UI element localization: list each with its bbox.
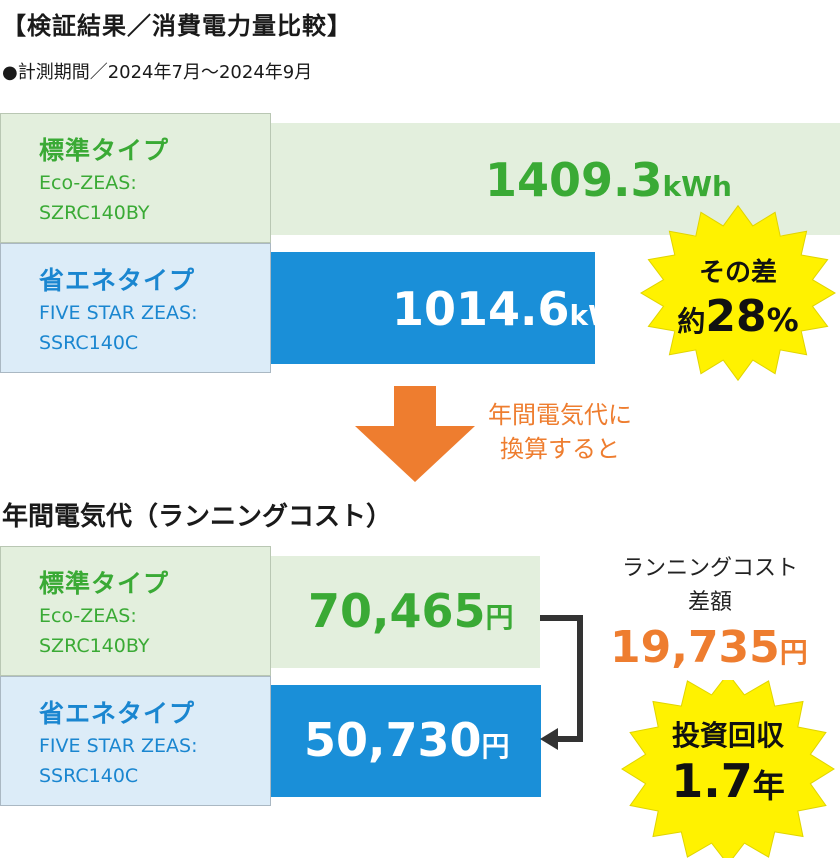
eco-model-line1: FIVE STAR ZEAS: [39, 302, 198, 324]
payback-burst [621, 680, 835, 858]
diff-value-number: 19,735 [610, 622, 780, 673]
conversion-note: 年間電気代に 換算すると [470, 398, 650, 466]
energy-eco-number: 1014.6 [392, 282, 570, 336]
cost-value-eco: 50,730円 [304, 713, 510, 767]
eco-model-line2: SSRC140C [39, 332, 139, 354]
conversion-line1: 年間電気代に [488, 401, 632, 429]
burst-payback-line2: 1.7年 [618, 756, 838, 817]
energy-eco-unit: kWh [569, 299, 639, 332]
burst-diff-line1: その差 [698, 258, 777, 288]
cost-bar-standard [271, 556, 540, 668]
cost-eco-type-name: 省エネタイプ [39, 699, 196, 728]
connector-arrow-icon [540, 615, 583, 750]
measurement-period: ●計測期間／2024年7月〜2024年9月 [2, 62, 313, 83]
cost-standard-number: 70,465 [308, 584, 486, 638]
cost-eco-number: 50,730 [304, 713, 482, 767]
cost-value-standard: 70,465円 [308, 584, 514, 638]
conversion-line2: 換算すると [500, 435, 620, 463]
running-cost-diff-label: ランニングコスト 差額 [590, 552, 830, 620]
burst-diff-unit: % [766, 301, 799, 339]
cost-eco-model-line2: SSRC140C [39, 765, 139, 787]
standard-model-line1: Eco-ZEAS: [39, 172, 137, 194]
cost-section-title: 年間電気代（ランニングコスト） [2, 502, 393, 532]
standard-type-name: 標準タイプ [39, 136, 170, 165]
energy-standard-number: 1409.3 [485, 153, 663, 207]
diff-label-line1: ランニングコスト [621, 556, 798, 581]
diff-label-line2: 差額 [687, 590, 732, 615]
cost-standard-label: 標準タイプ Eco-ZEAS: SZRC140BY [0, 546, 271, 676]
burst-payback-value: 1.7 [671, 754, 753, 808]
energy-value-standard: 1409.3kWh [485, 153, 732, 207]
energy-eco-label: 省エネタイプ FIVE STAR ZEAS: SSRC140C [0, 243, 271, 373]
cost-standard-type-name: 標準タイプ [39, 569, 170, 598]
energy-standard-label: 標準タイプ Eco-ZEAS: SZRC140BY [0, 113, 271, 243]
burst-payback-unit: 年 [752, 767, 785, 805]
eco-type-name: 省エネタイプ [39, 266, 196, 295]
page-title: 【検証結果／消費電力量比較】 [2, 12, 352, 40]
cost-eco-model-line1: FIVE STAR ZEAS: [39, 735, 198, 757]
diff-value-unit: 円 [779, 636, 808, 669]
running-cost-diff-value: 19,735円 [610, 622, 808, 673]
cost-bar-eco [271, 685, 541, 797]
burst-payback-line1: 投資回収 [671, 719, 784, 752]
down-arrow-icon [355, 386, 475, 482]
cost-standard-model-line2: SZRC140BY [39, 635, 150, 657]
cost-eco-label: 省エネタイプ FIVE STAR ZEAS: SSRC140C [0, 676, 271, 806]
cost-standard-model-line1: Eco-ZEAS: [39, 605, 137, 627]
difference-burst [640, 204, 836, 382]
standard-model-line2: SZRC140BY [39, 202, 150, 224]
cost-standard-unit: 円 [485, 601, 514, 634]
energy-standard-unit: kWh [662, 170, 732, 203]
burst-diff-value: 28 [705, 291, 767, 342]
burst-diff-prefix: 約 [677, 305, 706, 338]
burst-diff-line2: 約28% [638, 294, 838, 349]
energy-bar-eco [271, 252, 595, 364]
cost-eco-unit: 円 [481, 730, 510, 763]
energy-value-eco: 1014.6kWh [392, 282, 639, 336]
